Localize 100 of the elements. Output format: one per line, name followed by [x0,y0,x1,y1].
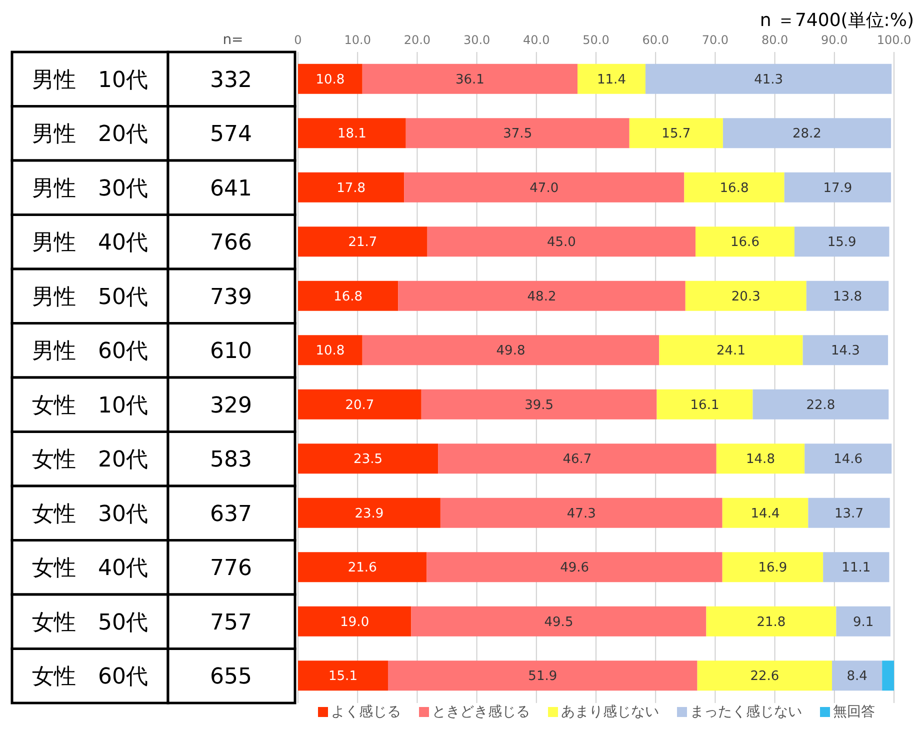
x-tick-label: 80.0 [761,33,788,47]
data-label: 14.4 [750,506,780,522]
bar [823,552,890,582]
x-tick-label: 100.0 [876,33,912,47]
bar [406,118,630,148]
bar [752,389,889,420]
bar [411,606,706,636]
bar [706,606,836,636]
bar [426,552,722,582]
data-label: 49.5 [544,614,574,630]
bar [784,172,892,202]
bar [404,172,684,202]
data-label: 13.7 [834,506,864,522]
text: n= [222,32,244,48]
bar [298,606,412,636]
y-tick-label: 男性 10代 [32,68,148,93]
data-label: 23.5 [354,452,383,468]
data-label: 10.8 [316,72,345,88]
bar [882,660,894,691]
data-label: 15.7 [662,126,691,142]
bar [298,552,427,582]
bar [298,64,362,94]
chart-subtitle: n ＝7400(単位:%) [760,9,914,32]
y2-tick-label: 776 [210,556,252,582]
y2-tick-label: 583 [210,448,252,473]
data-label: 14.3 [830,344,860,359]
data-label: 16.9 [758,560,788,576]
data-label: 20.7 [345,398,374,413]
bar [808,498,890,528]
y-tick-label: 男性 60代 [32,339,148,364]
y-tick-label: 男性 30代 [32,176,148,202]
bar [722,118,892,148]
bar [421,389,657,420]
y2-tick-label: 329 [210,393,252,418]
data-label: 28.2 [792,126,822,142]
y-tick-label: 女性 20代 [32,448,148,473]
bar [362,335,660,366]
x-tick-label: 30.0 [463,33,490,47]
x-tick-label: 40.0 [523,33,550,47]
data-label: 22.8 [806,398,836,413]
x-tick-label: 0 [294,33,302,47]
data-label: 11.4 [597,72,626,88]
data-label: 14.8 [746,452,775,468]
bar [298,226,428,257]
y-tick-label: 男性 20代 [32,122,148,148]
y-tick-label: 女性 60代 [32,664,148,690]
legend-label: 無回答 [832,703,875,721]
bar [684,172,784,202]
bar [398,280,686,311]
data-label: 11.1 [842,560,871,576]
data-label: 39.5 [524,398,554,413]
data-label: 47.0 [530,180,559,196]
legend-label: ときどき感じる [431,703,530,721]
data-label: 41.3 [754,72,784,88]
y2-tick-label: 739 [210,284,252,310]
data-label: 20.3 [731,289,760,304]
data-label: 9.1 [852,614,874,630]
data-label: 22.6 [750,669,780,684]
data-label: 48.2 [527,289,556,304]
y2-tick-label: 332 [210,68,252,93]
data-label: 8.4 [846,669,868,684]
y2-tick-label: 637 [210,502,252,527]
data-label: 21.6 [348,560,377,576]
data-label: 51.9 [528,669,558,684]
y2-tick-label: 574 [210,122,252,148]
bar [298,280,398,311]
data-label: 21.7 [348,235,378,250]
bar [298,498,440,528]
bar [696,226,794,257]
data-label: 19.0 [340,614,370,630]
bar [656,389,753,420]
data-label: 10.8 [316,344,345,359]
bar [716,444,805,474]
y2-tick-label: 655 [210,664,252,690]
bar [298,660,388,691]
y-tick-label: 女性 10代 [32,393,148,418]
x-tick-label: 60.0 [642,33,669,47]
x-tick-label: 20.0 [404,33,431,47]
data-label: 17.8 [336,180,366,196]
x-tick-label: 70.0 [702,33,729,47]
bar [298,118,406,148]
data-label: 16.1 [690,398,720,413]
data-label: 36.1 [455,72,484,88]
y-tick-label: 男性 50代 [32,284,148,310]
legend-label: あまり感じない [560,703,659,721]
bar [629,118,723,148]
data-label: 13.8 [833,289,862,304]
legend-label: まったく感じない [689,703,802,721]
bar [697,660,832,691]
bar [440,498,722,528]
data-label: 47.3 [566,506,596,522]
legend-label: よく感じる [330,703,401,721]
data-label: 15.9 [827,235,856,250]
data-label: 16.6 [730,235,760,250]
y-tick-label: 男性 40代 [32,230,148,256]
bar [298,335,362,366]
bar [298,172,404,202]
bar [802,335,888,366]
bar [298,444,438,474]
bar [362,64,578,94]
